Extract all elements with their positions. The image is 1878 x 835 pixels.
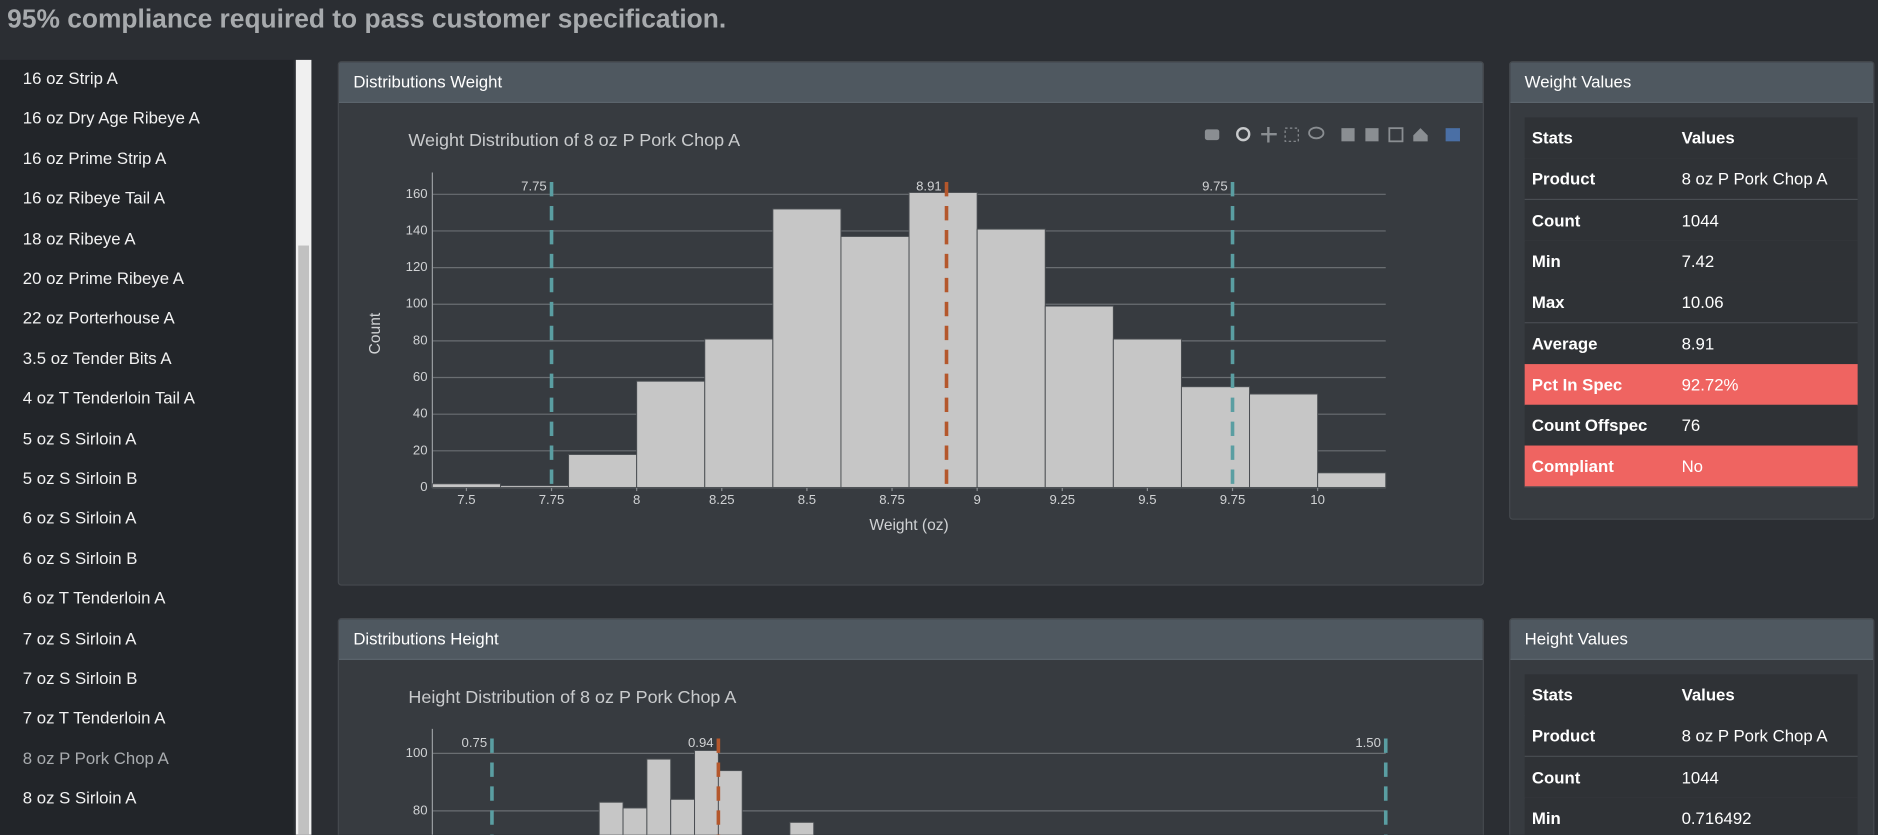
table-cell: Count	[1531, 210, 1581, 230]
product-item[interactable]: 8 oz S Sirloin A	[22, 788, 137, 808]
panel: Distributions Weight	[337, 61, 1484, 586]
product-item[interactable]: 16 oz Prime Strip A	[22, 148, 167, 168]
table-cell: Stats	[1531, 128, 1573, 148]
page-title: 95% compliance required to pass customer…	[7, 3, 727, 34]
table-cell: 1044	[1681, 767, 1719, 787]
product-item[interactable]: 6 oz S Sirloin B	[22, 548, 138, 568]
product-item[interactable]: 7 oz T Tenderloin A	[22, 708, 166, 728]
table-cell: Count	[1531, 767, 1581, 787]
table-cell: Max	[1531, 292, 1565, 312]
product-item[interactable]: 20 oz Prime Ribeye A	[22, 268, 184, 288]
product-item[interactable]: 8 oz P Pork Chop A	[22, 748, 169, 768]
table-cell: 8.91	[1681, 333, 1715, 353]
table-cell: Pct In Spec	[1531, 374, 1623, 394]
product-item[interactable]: 18 oz Ribeye A	[22, 228, 136, 248]
panel-title: Height Values	[1510, 619, 1874, 660]
panel: Distributions Height	[337, 618, 1484, 835]
table-cell: 92.72%	[1681, 374, 1739, 394]
table-row: Min 0.716492	[1524, 797, 1858, 835]
product-item[interactable]: 4 oz T Tenderloin Tail A	[22, 388, 195, 408]
table-cell: 8 oz P Pork Chop A	[1681, 169, 1828, 189]
panel: Height Values Stats Values Product 8 oz P Po…	[1509, 618, 1875, 835]
product-list: 16 oz Strip A 16 oz Dry Age Ribeye A 16 oz…	[0, 59, 294, 835]
product-item[interactable]: 7 oz S Sirloin B	[22, 668, 138, 688]
table-cell: 10.06	[1681, 292, 1724, 312]
product-item[interactable]: 3.5 oz Tender Bits A	[22, 348, 172, 368]
scroll-thumb[interactable]	[298, 245, 310, 835]
table-cell: 1044	[1681, 210, 1719, 230]
table-row: Stats Values	[1524, 674, 1858, 717]
table-cell: 8 oz P Pork Chop A	[1681, 726, 1828, 746]
product-item[interactable]: 6 oz S Sirloin A	[22, 508, 137, 528]
table-cell: 76	[1681, 415, 1701, 435]
table-row: Count 1044	[1524, 199, 1858, 242]
table-cell: Min	[1531, 251, 1561, 271]
panel-title: Distributions Height	[338, 619, 1483, 660]
product-item[interactable]: 5 oz S Sirloin A	[22, 428, 137, 448]
table-row: Count 1044	[1524, 756, 1858, 799]
product-item[interactable]: 22 oz Porterhouse A	[22, 308, 175, 328]
table-row: Average 8.91	[1524, 322, 1858, 365]
table-cell: Product	[1531, 726, 1596, 746]
table-cell: Product	[1531, 169, 1596, 189]
product-item[interactable]: 16 oz Dry Age Ribeye A	[22, 108, 200, 128]
table-row: Pct In Spec 92.72%	[1524, 363, 1858, 406]
table-cell: Values	[1681, 128, 1735, 148]
table-row: Min 7.42	[1524, 240, 1858, 283]
table-cell: Stats	[1531, 685, 1573, 705]
table-cell: Values	[1681, 685, 1735, 705]
table-row: Compliant No	[1524, 446, 1858, 488]
table-row: Count Offspec 76	[1524, 404, 1858, 447]
product-item[interactable]: 16 oz Strip A	[22, 68, 118, 88]
product-item[interactable]: 16 oz Ribeye Tail A	[22, 188, 166, 208]
table-cell: 0.716492	[1681, 808, 1752, 828]
table-cell: Count Offspec	[1531, 415, 1648, 435]
table-row: Product 8 oz P Pork Chop A	[1524, 715, 1858, 758]
panel-title: Distributions Weight	[338, 62, 1483, 104]
table-row: Product 8 oz P Pork Chop A	[1524, 158, 1858, 201]
panel-title: Weight Values	[1510, 62, 1874, 104]
table-cell: 7.42	[1681, 251, 1715, 271]
table-cell: Min	[1531, 808, 1561, 828]
table-cell: Compliant	[1531, 456, 1614, 476]
product-item[interactable]: 7 oz S Sirloin A	[22, 628, 137, 648]
table-row: Stats Values	[1524, 117, 1858, 160]
table-cell: No	[1681, 456, 1704, 476]
table-row: Max 10.06	[1524, 281, 1858, 324]
product-item[interactable]: 6 oz T Tenderloin A	[22, 588, 166, 608]
table-cell: Average	[1531, 333, 1598, 353]
product-item[interactable]: 5 oz S Sirloin B	[22, 468, 138, 488]
panel: Weight Values Stats Values Product 8 oz P Po…	[1509, 61, 1875, 520]
